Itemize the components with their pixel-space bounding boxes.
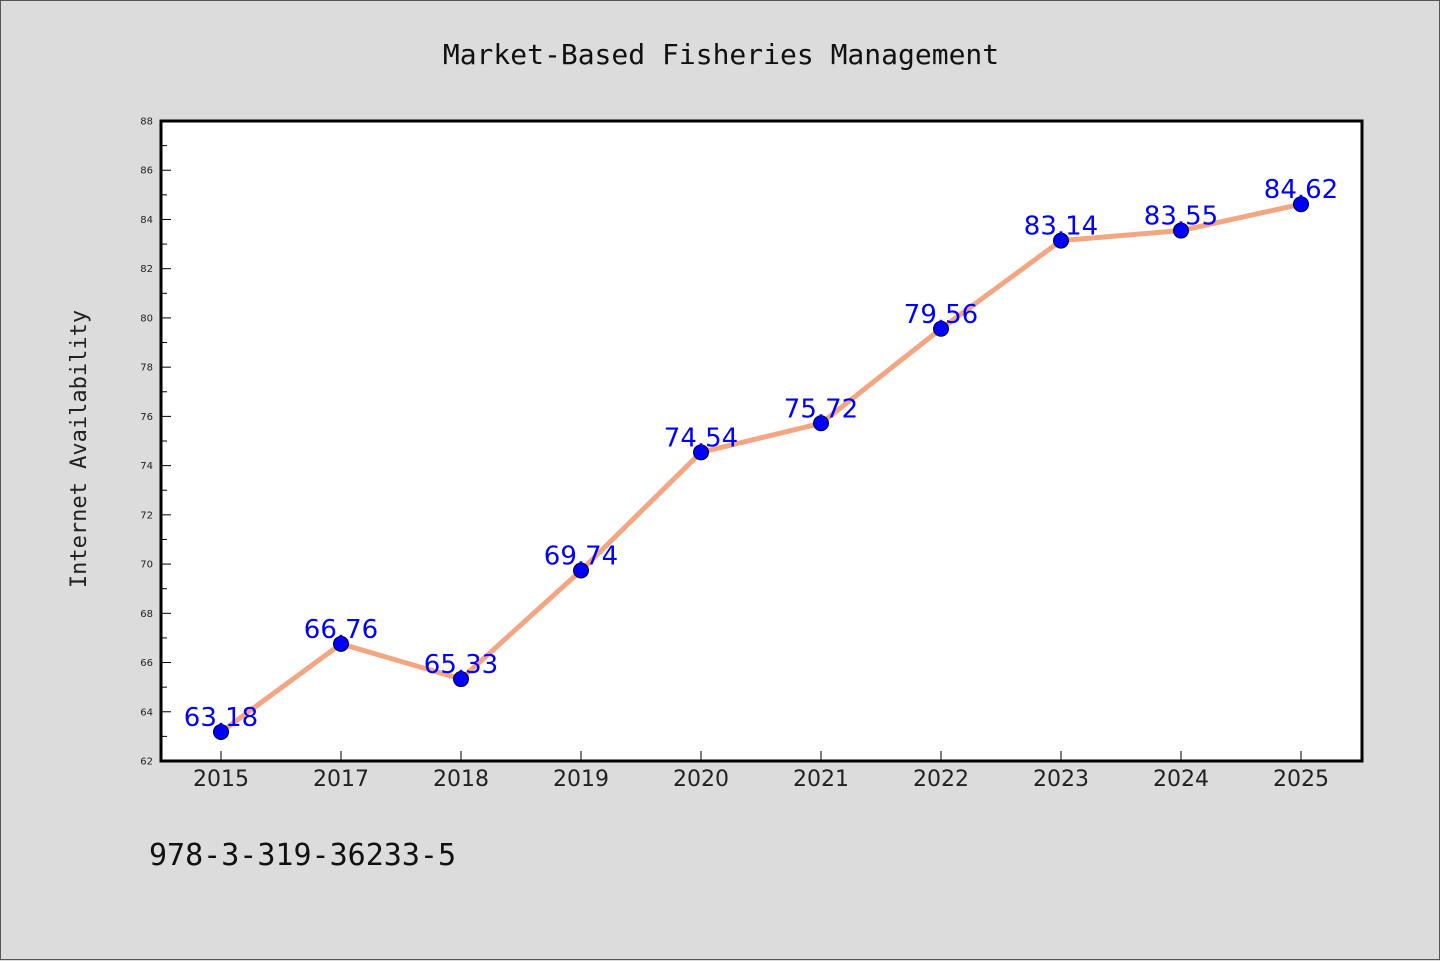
y-tick-label: 64 xyxy=(140,707,153,718)
data-label: 83.14 xyxy=(1024,212,1098,242)
data-label: 66.76 xyxy=(304,615,378,645)
x-tick-label: 2015 xyxy=(193,767,249,792)
y-tick-label: 72 xyxy=(140,510,153,521)
y-tick-label: 82 xyxy=(140,264,153,275)
y-tick-label: 80 xyxy=(140,313,153,324)
data-label: 65.33 xyxy=(424,650,498,680)
data-point xyxy=(933,320,949,337)
y-tick-label: 66 xyxy=(140,658,153,669)
data-point xyxy=(1173,222,1189,239)
y-tick-label: 76 xyxy=(140,412,153,423)
x-tick-label: 2025 xyxy=(1273,767,1329,792)
x-tick-label: 2017 xyxy=(313,767,369,792)
data-point xyxy=(813,415,829,432)
data-point xyxy=(213,723,229,740)
x-tick-label: 2018 xyxy=(433,767,489,792)
data-point xyxy=(333,635,349,652)
data-point xyxy=(1293,196,1309,213)
plot-area xyxy=(161,121,1362,761)
series-line-layer xyxy=(219,201,1302,734)
y-tick-label: 84 xyxy=(140,215,153,226)
data-point xyxy=(573,562,589,579)
chart-title: Market-Based Fisheries Management xyxy=(443,38,999,71)
data-point xyxy=(693,444,709,461)
x-axis: 2015 2017 2018 2019 2020 2021 2022 2023 2024 2025 xyxy=(193,751,1329,792)
y-tick-label: 86 xyxy=(140,166,153,177)
data-label: 74.54 xyxy=(664,423,738,453)
x-tick-label: 2023 xyxy=(1033,767,1089,792)
data-point xyxy=(453,671,469,688)
data-labels: 63.18 66.76 65.33 69.74 74.54 75.72 79.56 83.14… xyxy=(184,175,1338,733)
data-label: 75.72 xyxy=(784,394,858,424)
data-label: 83.55 xyxy=(1144,202,1218,232)
x-tick-label: 2019 xyxy=(553,767,609,792)
x-tick-label: 2024 xyxy=(1153,767,1209,792)
x-tick-label: 2022 xyxy=(913,767,969,792)
isbn-footnote: 978-3-319-36233-5 xyxy=(149,838,456,873)
series-line xyxy=(219,201,1302,734)
data-label: 79.56 xyxy=(904,300,978,330)
data-point xyxy=(1053,232,1069,249)
data-label: 63.18 xyxy=(184,703,258,733)
x-tick-label: 2021 xyxy=(793,767,849,792)
data-points xyxy=(213,196,1309,740)
y-tick-label: 88 xyxy=(140,117,153,128)
y-tick-label: 78 xyxy=(140,363,153,374)
data-label: 84.62 xyxy=(1264,175,1338,205)
y-tick-label: 68 xyxy=(140,609,153,620)
data-label: 69.74 xyxy=(544,541,618,571)
y-tick-label: 74 xyxy=(140,461,153,472)
x-tick-label: 2020 xyxy=(673,767,729,792)
plot-frame xyxy=(159,119,1364,763)
y-tick-label: 62 xyxy=(140,757,153,768)
y-axis: 62 64 66 68 70 72 74 76 78 80 82 84 86 88 xyxy=(140,117,171,768)
y-axis-label: Internet Availability xyxy=(67,310,92,588)
y-tick-label: 70 xyxy=(140,560,153,571)
